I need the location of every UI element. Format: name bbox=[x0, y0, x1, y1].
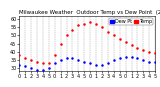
Legend: Dew Pt, Temp: Dew Pt, Temp bbox=[109, 18, 153, 25]
Text: Milwaukee Weather  Outdoor Temp vs Dew Point  (24 Hours): Milwaukee Weather Outdoor Temp vs Dew Po… bbox=[19, 10, 160, 15]
